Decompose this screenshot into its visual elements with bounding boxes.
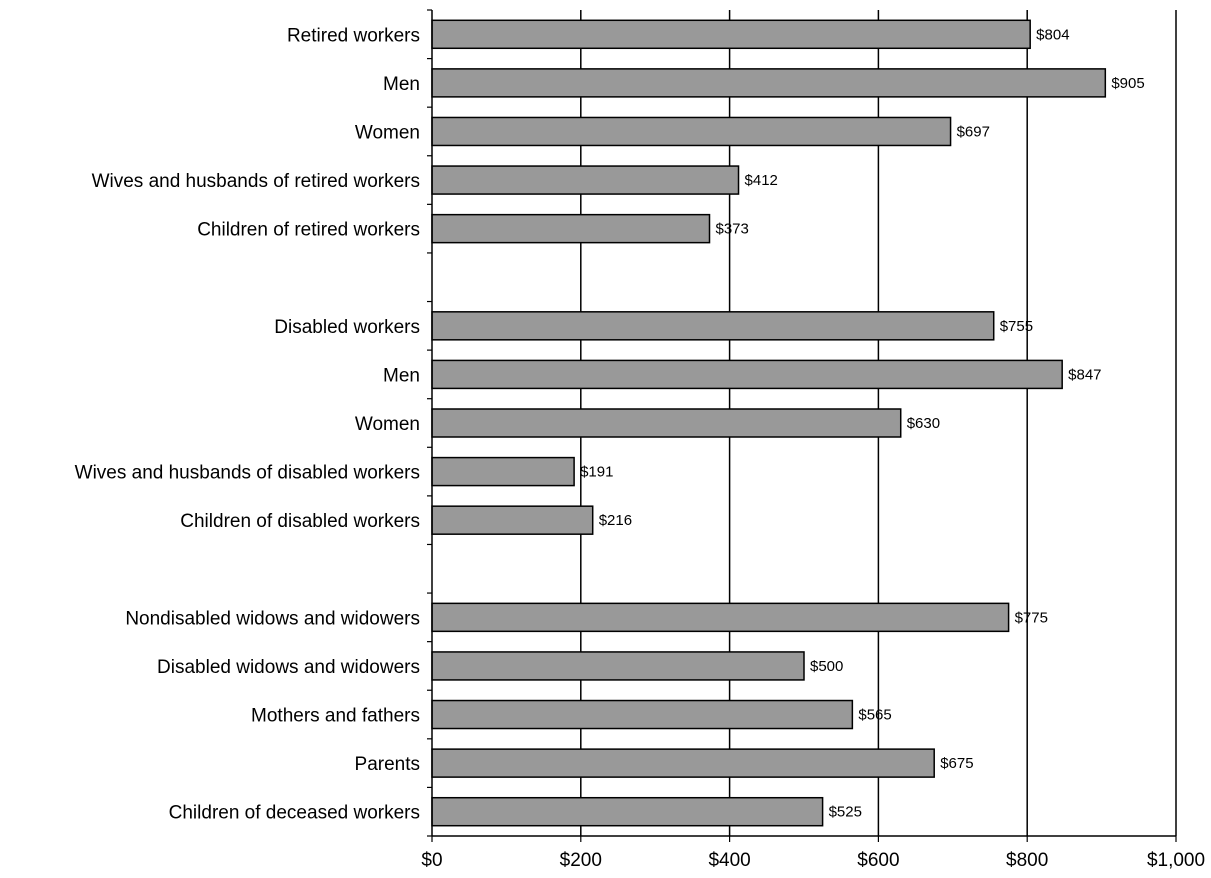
bar — [431, 748, 935, 778]
value-label: $500 — [810, 658, 843, 675]
bar — [431, 68, 1107, 98]
x-tick-label: $0 — [421, 850, 442, 871]
value-label: $630 — [907, 415, 940, 432]
category-label: Disabled workers — [274, 317, 420, 338]
category-label: Disabled widows and widowers — [157, 657, 420, 678]
value-label: $565 — [858, 707, 891, 724]
value-label: $755 — [1000, 318, 1033, 335]
bar — [431, 651, 805, 681]
category-label: Men — [383, 74, 420, 95]
category-label: Children of deceased workers — [169, 803, 420, 824]
category-label: Children of disabled workers — [180, 511, 420, 532]
category-label: Mothers and fathers — [251, 706, 420, 727]
category-labels: Retired workers Men Women Wives and husband… — [75, 25, 420, 823]
x-tick-label: $600 — [857, 850, 899, 871]
value-label: $905 — [1111, 75, 1144, 92]
x-axis: $0 $200 $400 $600 $800 $1,000 — [421, 835, 1205, 871]
category-label: Wives and husbands of disabled workers — [75, 463, 420, 484]
value-label: $412 — [745, 172, 778, 189]
value-label: $373 — [716, 221, 749, 238]
bar — [431, 213, 711, 244]
bar — [431, 602, 1010, 633]
bar — [431, 311, 995, 341]
category-label: Women — [355, 414, 420, 435]
value-label: $775 — [1015, 609, 1048, 626]
x-tick-label: $800 — [1006, 850, 1048, 871]
value-label: $191 — [580, 464, 613, 481]
bar — [431, 19, 1031, 50]
bar — [431, 456, 575, 487]
value-label: $847 — [1068, 366, 1101, 383]
category-label: Women — [355, 122, 420, 143]
bar — [431, 359, 1063, 390]
bar — [431, 796, 824, 827]
category-label: Retired workers — [287, 25, 420, 46]
category-label: Men — [383, 365, 420, 386]
value-labels: $804 $905 $697 $412 $373 $755 $847 $630 $191 $216… — [580, 26, 1145, 820]
bar — [431, 699, 854, 730]
value-label: $804 — [1036, 26, 1069, 43]
y-axis — [427, 9, 433, 837]
value-label: $697 — [957, 123, 990, 140]
category-label: Nondisabled widows and widowers — [125, 608, 420, 629]
x-tick-label: $400 — [708, 850, 750, 871]
x-tick-label: $1,000 — [1147, 850, 1205, 871]
bars — [431, 19, 1107, 827]
bar — [431, 116, 952, 147]
category-label: Parents — [355, 754, 420, 775]
bar — [431, 408, 902, 438]
value-label: $675 — [940, 755, 973, 772]
value-label: $216 — [599, 512, 632, 529]
bar — [431, 505, 594, 535]
category-label: Children of retired workers — [197, 220, 420, 241]
value-label: $525 — [829, 804, 862, 821]
x-tick-label: $200 — [560, 850, 602, 871]
bar — [431, 165, 740, 195]
category-label: Wives and husbands of retired workers — [92, 171, 420, 192]
